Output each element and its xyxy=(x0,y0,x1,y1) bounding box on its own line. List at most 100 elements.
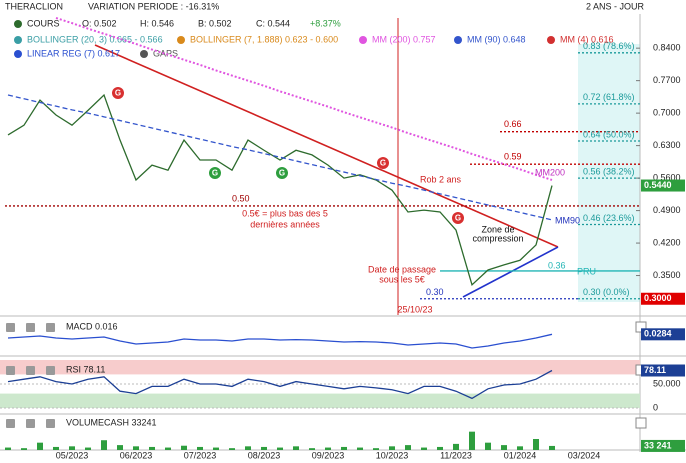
legend-icon xyxy=(547,36,555,44)
bar xyxy=(517,446,523,450)
level-label: 0.30 (0.0%) xyxy=(583,287,630,297)
level-label: 0.59 xyxy=(504,152,522,162)
trend-line xyxy=(94,44,559,248)
bar xyxy=(85,447,91,450)
value-tag xyxy=(641,328,685,341)
y-tick-label: 0 xyxy=(653,402,658,412)
panel-icon xyxy=(6,366,15,375)
bar xyxy=(69,446,75,450)
bar xyxy=(133,446,139,450)
y-tick-label: 0.4900 xyxy=(653,205,681,215)
bar xyxy=(5,447,11,450)
bar xyxy=(469,431,475,450)
bar xyxy=(373,448,379,450)
panel-icon xyxy=(26,366,35,375)
x-tick-label: 06/2023 xyxy=(120,450,153,460)
panel-checkbox[interactable] xyxy=(635,417,647,429)
legend-entry: MM (200) 0.757 xyxy=(372,34,436,44)
bar xyxy=(309,448,315,450)
bar xyxy=(389,446,395,450)
legend-icon xyxy=(454,36,462,44)
annotation: compression xyxy=(472,233,523,243)
panel-icon xyxy=(6,323,15,332)
bar xyxy=(533,439,539,450)
panel-title: VOLUMECASH 33241 xyxy=(66,417,157,427)
bar xyxy=(37,442,43,450)
zone xyxy=(0,393,640,408)
gap-label: G xyxy=(115,89,121,98)
bar xyxy=(501,445,507,450)
legend-entry: BOLLINGER (20, 3) 0.665 - 0.566 xyxy=(27,34,163,44)
quote: O: 0.502 xyxy=(82,18,117,28)
bar xyxy=(341,446,347,450)
y-tick-label: 50.000 xyxy=(653,378,681,388)
annotation: MM90 xyxy=(555,215,580,225)
bar xyxy=(117,445,123,450)
value-tag xyxy=(641,364,685,377)
y-tick-label: 0.7000 xyxy=(653,108,681,118)
bar xyxy=(277,447,283,450)
value-tag-label: 0.3000 xyxy=(644,293,672,303)
bar xyxy=(325,447,331,450)
value-tag xyxy=(641,439,685,452)
quote: H: 0.546 xyxy=(140,18,174,28)
bar xyxy=(197,446,203,450)
bar xyxy=(53,446,59,450)
bar xyxy=(357,447,363,450)
x-tick-label: 01/2024 xyxy=(504,450,537,460)
y-tick-label: 0.6300 xyxy=(653,140,681,150)
value-tag xyxy=(641,292,685,305)
bar xyxy=(181,445,187,450)
legend-entry: GAPS xyxy=(153,48,178,58)
panel-icon xyxy=(46,323,55,332)
gap-label: G xyxy=(380,159,386,168)
value-tag-label: 78.11 xyxy=(644,365,666,375)
annotation: Date de passage xyxy=(368,264,436,274)
gap-label: G xyxy=(455,214,461,223)
annotation: dernières années xyxy=(250,219,320,229)
annotation: 25/10/23 xyxy=(397,304,432,314)
legend-entry: MM (90) 0.648 xyxy=(467,34,526,44)
legend-icon xyxy=(14,36,22,44)
x-tick-label: 08/2023 xyxy=(248,450,281,460)
x-tick-label: 09/2023 xyxy=(312,450,345,460)
period[interactable]: 2 ANS - JOUR xyxy=(586,1,645,11)
bar xyxy=(245,446,251,450)
quote: +8.37% xyxy=(310,18,341,28)
annotation: sous les 5€ xyxy=(379,274,425,284)
y-tick-label: 0.3500 xyxy=(653,270,681,280)
x-tick-label: 07/2023 xyxy=(184,450,217,460)
x-tick-label: 05/2023 xyxy=(56,450,89,460)
panel-icon xyxy=(46,366,55,375)
level-label: 0.72 (61.8%) xyxy=(583,92,635,102)
gap-marker xyxy=(112,87,124,99)
legend-icon xyxy=(14,20,22,28)
legend-entry: MM (4) 0.616 xyxy=(560,34,614,44)
level-label: 0.83 (78.6%) xyxy=(583,41,635,51)
title: THERACLION xyxy=(5,1,63,11)
value-tag-label: 0.0284 xyxy=(644,329,672,339)
legend-icon xyxy=(177,36,185,44)
panel-icon xyxy=(46,419,55,428)
level-label: 0.36 xyxy=(548,260,566,270)
level-label: 0.56 (38.2%) xyxy=(583,166,635,176)
level-label: 0.46 (23.6%) xyxy=(583,213,635,223)
gap-marker xyxy=(276,167,288,179)
zone xyxy=(0,360,640,375)
y-tick-label: 0.5600 xyxy=(653,172,681,182)
series-line xyxy=(7,94,553,221)
gap-marker xyxy=(209,167,221,179)
subtitle: VARIATION PERIODE : -16.31% xyxy=(88,1,219,11)
bar xyxy=(213,447,219,450)
gap-marker xyxy=(452,212,464,224)
panel-title: RSI 78.11 xyxy=(66,364,105,374)
panel-icon xyxy=(26,323,35,332)
bar xyxy=(549,445,555,450)
panel-icon xyxy=(6,419,15,428)
quote: C: 0.544 xyxy=(256,18,290,28)
gap-label: G xyxy=(279,169,285,178)
level-label: 0.64 (50.0%) xyxy=(583,129,635,139)
x-tick-label: 03/2024 xyxy=(568,450,601,460)
series-line xyxy=(55,17,553,181)
